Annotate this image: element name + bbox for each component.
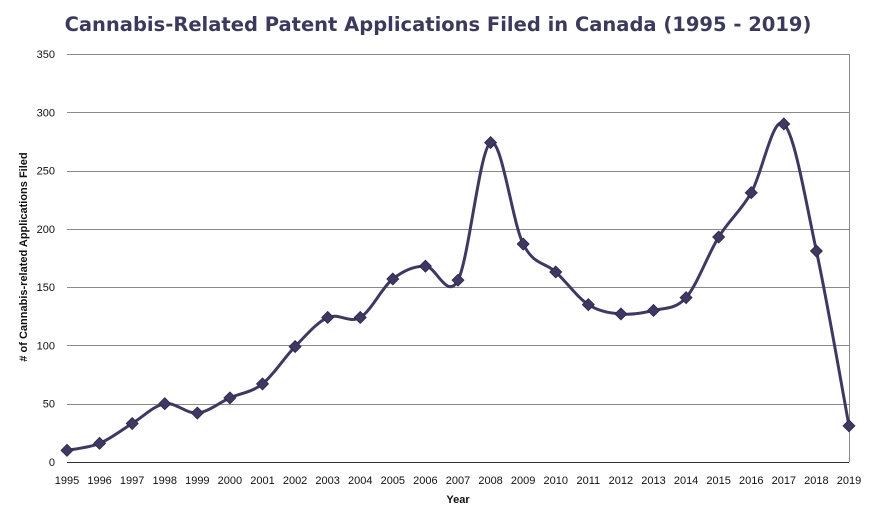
x-tick-label: 2012	[609, 475, 633, 487]
x-tick-label: 2014	[674, 475, 698, 487]
x-tick-label: 2000	[218, 475, 242, 487]
data-point-2001	[255, 377, 270, 391]
x-axis-label: Year	[446, 494, 470, 506]
y-tick-label: 200	[37, 224, 55, 236]
data-point-2008	[484, 136, 498, 150]
x-tick-label: 2008	[478, 475, 502, 487]
x-axis-ticks: 1995 1996 1997 1998 1999 2000 2001 2002 2003 2004…	[55, 475, 861, 487]
x-tick-label: 2001	[250, 475, 274, 487]
y-tick-label: 250	[37, 166, 55, 178]
y-tick-label: 150	[37, 282, 55, 294]
y-tick-label: 100	[37, 340, 55, 352]
data-point-2014	[679, 291, 693, 305]
x-tick-label: 2015	[706, 475, 730, 487]
x-tick-label: 2002	[283, 475, 307, 487]
x-tick-label: 2013	[641, 475, 665, 487]
data-point-1995	[60, 443, 74, 457]
x-tick-label: 2005	[381, 475, 405, 487]
x-tick-label: 2009	[511, 475, 535, 487]
data-point-2011	[581, 298, 595, 312]
chart-title: Cannabis-Related Patent Applications Fil…	[65, 13, 812, 36]
x-tick-label: 2018	[804, 475, 828, 487]
data-point-2005	[386, 272, 400, 286]
data-point-2002	[288, 340, 302, 354]
x-tick-label: 1999	[185, 475, 209, 487]
x-tick-label: 1998	[153, 475, 177, 487]
x-tick-label: 2003	[315, 475, 339, 487]
series-layer	[60, 117, 856, 457]
y-tick-label: 0	[49, 457, 55, 469]
x-tick-label: 2017	[772, 475, 796, 487]
y-tick-label: 300	[37, 107, 55, 119]
data-point-1999	[190, 406, 204, 420]
y-tick-label: 350	[37, 49, 55, 61]
data-point-2003	[321, 310, 335, 325]
data-point-2012	[614, 307, 628, 321]
data-point-2009	[516, 237, 530, 251]
y-tick-label: 50	[43, 399, 55, 411]
data-point-2018	[809, 244, 823, 258]
data-point-2013	[646, 303, 661, 318]
x-tick-label: 2011	[577, 475, 601, 487]
x-tick-label: 1995	[55, 475, 79, 487]
y-axis-ticks: 0 50 100 150 200 250 300 350	[37, 49, 55, 469]
data-point-1996	[93, 436, 107, 450]
data-point-2016	[744, 186, 758, 200]
x-tick-label: 1996	[87, 475, 111, 487]
x-tick-label: 2019	[837, 475, 861, 487]
gridlines	[67, 54, 850, 463]
x-tick-label: 2016	[739, 475, 763, 487]
data-point-1997	[125, 416, 139, 431]
x-tick-label: 2006	[413, 475, 437, 487]
data-point-2019	[842, 419, 856, 433]
data-point-2007	[451, 273, 465, 287]
y-axis-label: # of Cannabis-related Applications Filed	[18, 152, 30, 361]
x-tick-label: 2007	[446, 475, 470, 487]
x-tick-label: 1997	[120, 475, 144, 487]
data-point-2000	[223, 391, 237, 405]
x-tick-label: 2004	[348, 475, 372, 487]
data-point-2010	[549, 265, 563, 279]
data-point-2015	[712, 230, 726, 244]
data-point-2004	[353, 310, 367, 325]
data-point-2017	[777, 117, 791, 131]
x-tick-label: 2010	[544, 475, 568, 487]
data-point-1998	[158, 397, 172, 411]
series-line	[66, 121, 851, 452]
data-point-2006	[418, 259, 432, 273]
